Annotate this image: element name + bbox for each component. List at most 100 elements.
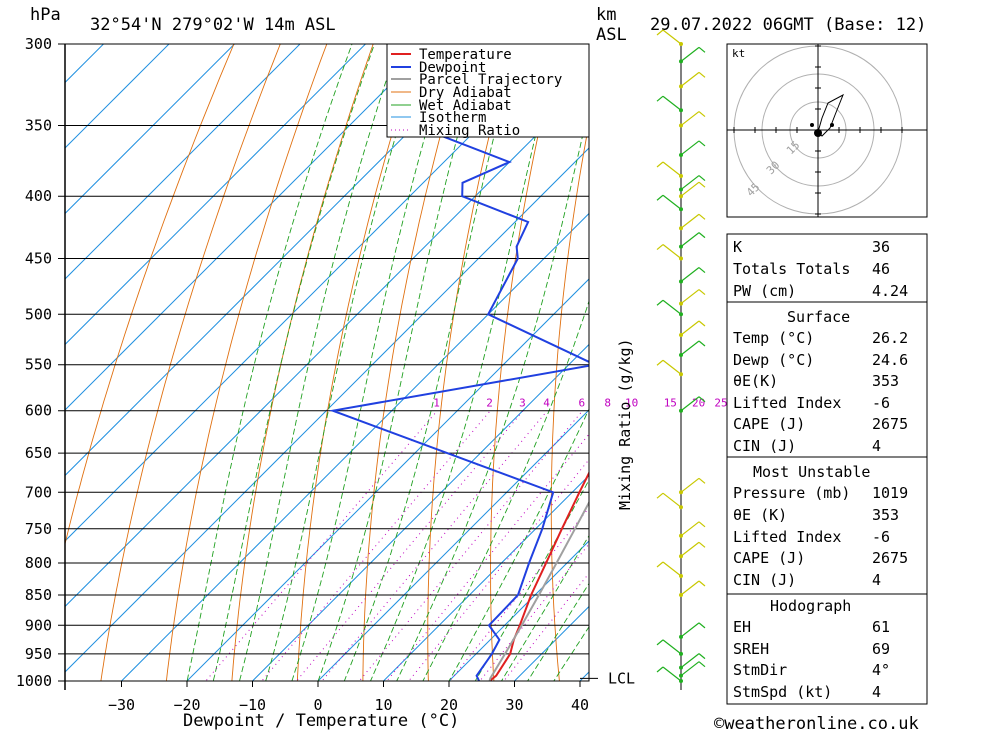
mixing-ratio-label: 25 <box>714 397 727 410</box>
profile-lines <box>328 44 589 681</box>
surface-label-cin: CIN (J) <box>733 437 796 455</box>
isotherm-line <box>65 147 589 673</box>
hodograph-point-b <box>830 123 834 127</box>
wind-barb-dot <box>679 256 683 261</box>
legend-wet-adiabat: Wet Adiabat <box>419 98 512 114</box>
wind-barb <box>662 194 682 210</box>
hodo-params-title: Hodograph <box>770 597 851 615</box>
mu-value-pressure: 1019 <box>872 484 908 502</box>
dry-adiabat-line <box>100 44 281 681</box>
wind-barb-dot <box>679 226 683 231</box>
isotherm-line <box>251 343 589 681</box>
wind-barb-dot <box>679 194 683 199</box>
isotherm-line <box>65 44 170 149</box>
hodo-label-stmspd: StmSpd (kt) <box>733 683 832 701</box>
surface-value-cape: 2675 <box>872 415 908 433</box>
mixing-ratio-label: 8 <box>604 397 611 410</box>
index-label-totals: Totals Totals <box>733 260 850 278</box>
mixing-ratio-line <box>408 458 589 681</box>
wind-barb-flag <box>656 194 664 201</box>
pressure-tick-labels: 300 350 400 450 500 550 600 650 700 750 800 850 900 9… <box>16 35 52 690</box>
temperature-tick-label: −10 <box>239 696 266 714</box>
pressure-tick-label: 950 <box>25 645 52 663</box>
hodograph-unit: kt <box>732 47 745 60</box>
wind-barb-flag <box>698 661 706 668</box>
wind-barb-flag <box>698 477 706 484</box>
profile-parcel-trajectory <box>488 500 589 681</box>
temperature-tick-label: −20 <box>173 696 200 714</box>
pressure-tick-label: 400 <box>25 187 52 205</box>
temperature-tick-label: 40 <box>571 696 589 714</box>
wind-barb-dot <box>679 533 683 538</box>
surface-value-temp: 26.2 <box>872 329 908 347</box>
legend-isotherm: Isotherm <box>419 110 486 126</box>
isotherm-line <box>0 7 9 706</box>
surface-label-thetae: θE(K) <box>733 372 778 390</box>
copyright-footer[interactable]: ©weatheronline.co.uk <box>714 714 919 733</box>
mu-value-thetae: 353 <box>872 506 899 524</box>
wind-barb-dot <box>679 593 683 598</box>
dry-adiabat-line <box>427 44 513 681</box>
mu-title: Most Unstable <box>753 463 870 481</box>
surface-label-li: Lifted Index <box>733 394 841 412</box>
wind-barb-dot <box>679 207 683 212</box>
wind-barb-dot <box>679 59 683 64</box>
index-label-k: K <box>733 238 742 256</box>
wind-barb-dot <box>679 173 683 178</box>
mu-value-li: -6 <box>872 528 890 546</box>
pressure-tick-label: 550 <box>25 356 52 374</box>
temperature-tick-label: 30 <box>505 696 523 714</box>
wind-barb <box>680 213 700 229</box>
mu-label-cin: CIN (J) <box>733 571 796 589</box>
wet-adiabat-line <box>317 44 484 681</box>
isotherm-line <box>120 212 589 681</box>
wind-barb-dot <box>679 108 683 113</box>
mu-value-cin: 4 <box>872 571 881 589</box>
wind-barb-dot <box>679 490 683 495</box>
wind-barb <box>680 340 700 356</box>
mixing-ratio-label: 15 <box>664 397 677 410</box>
mu-label-pressure: Pressure (mb) <box>733 484 850 502</box>
wind-barb <box>680 580 700 596</box>
wind-barb-flag <box>698 267 706 273</box>
wind-barb <box>680 71 700 87</box>
wind-barb-flag <box>698 140 706 147</box>
surface-label-dewp: Dewp (°C) <box>733 351 814 369</box>
hodo-value-stmdir: 4° <box>872 661 890 679</box>
temperature-tick-label: −30 <box>108 696 135 714</box>
dry-adiabat-line <box>550 121 589 681</box>
pressure-tick-label: 850 <box>25 586 52 604</box>
wind-barb <box>680 267 700 283</box>
wet-adiabat-line <box>186 44 353 681</box>
pressure-unit-label: hPa <box>30 5 61 25</box>
hodograph: kt 15 30 45 <box>726 43 928 218</box>
dry-adiabat-line <box>296 44 421 681</box>
wind-barb-dot <box>679 673 683 678</box>
wind-barb <box>662 666 682 682</box>
pressure-tick-label: 300 <box>25 35 52 53</box>
mixing-ratio-label: 20 <box>692 397 705 410</box>
wind-barb-flag <box>656 299 664 306</box>
wind-barb-dot <box>679 152 683 157</box>
hodo-label-stmdir: StmDir <box>733 661 787 679</box>
surface-value-cin: 4 <box>872 437 881 455</box>
wind-barb-flag <box>656 29 664 36</box>
isotherm-line <box>65 44 367 346</box>
mixing-ratio-line <box>503 572 589 681</box>
legend-dewpoint: Dewpoint <box>419 60 486 76</box>
wind-barb <box>662 244 682 259</box>
mixing-ratio-line <box>386 433 589 681</box>
isobar-lines <box>58 43 589 682</box>
hodograph-ticks <box>733 45 903 215</box>
wind-barb-flag <box>698 622 706 629</box>
index-label-pw: PW (cm) <box>733 282 796 300</box>
hodograph-trace <box>817 93 844 137</box>
wind-barb <box>680 622 700 638</box>
dry-adiabat-line <box>928 44 1000 707</box>
pressure-tick-label: 500 <box>25 305 52 323</box>
pressure-tick-label: 700 <box>25 483 52 501</box>
pressure-tick-label: 350 <box>25 117 52 135</box>
wind-barb-dot <box>679 301 683 306</box>
wind-barb <box>680 396 700 412</box>
